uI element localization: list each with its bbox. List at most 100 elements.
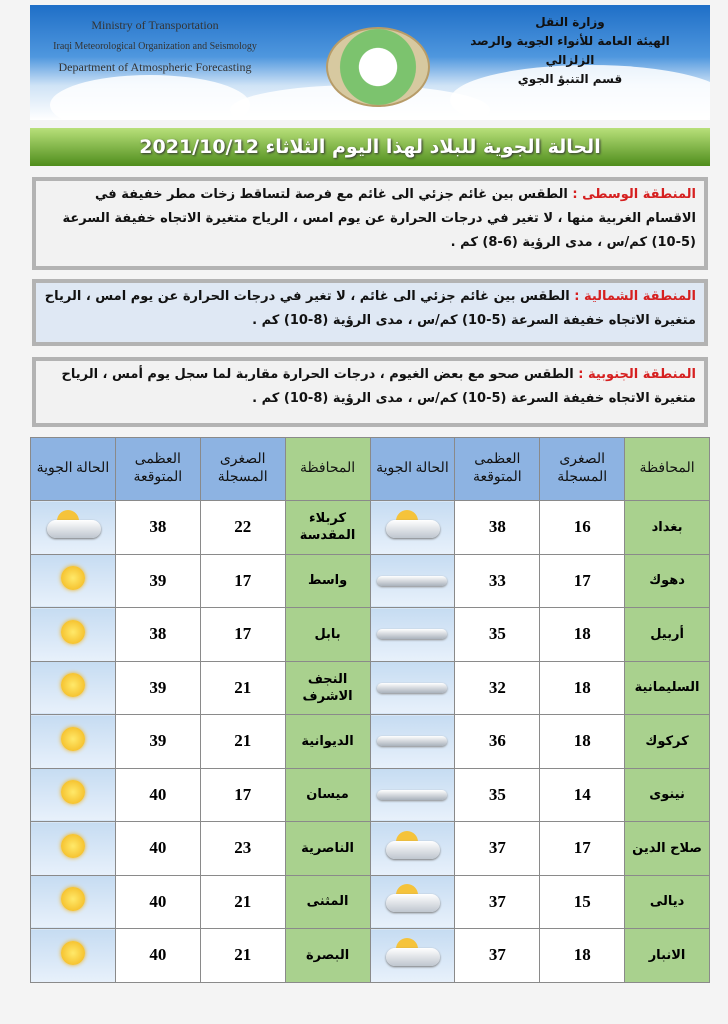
min-temp: 22 [199,500,286,555]
haze-cloud-icon [377,629,448,640]
organization-logo [326,27,430,107]
weather-condition [30,821,116,876]
min-temp: 17 [199,607,286,662]
sun-icon [60,940,85,965]
header-banner: Ministry of Transportation Iraqi Meteoro… [30,5,710,120]
province-name: بابل [284,607,371,662]
weather-condition [30,714,116,769]
weather-condition [30,660,116,715]
province-name: الديوانية [284,714,371,769]
weather-condition [369,714,456,769]
province-name: المثنى [284,874,371,929]
weather-condition [30,553,116,608]
max-temp: 40 [114,821,201,876]
column-header: العظمى المتوقعة [114,437,201,501]
min-temp: 17 [199,767,286,822]
province-name: صلاح الدين [624,821,710,876]
region-label: المنطقة الشمالية : [574,289,696,304]
min-temp: 18 [539,714,626,769]
province-name: دهوك [624,553,710,608]
sun-icon [60,833,85,858]
province-name: ديالى [624,874,710,929]
table-row: ديالى 15 37 المثنى 21 40 [30,874,710,929]
max-temp: 40 [114,928,201,983]
max-temp: 35 [454,767,541,822]
min-temp: 18 [539,607,626,662]
max-temp: 40 [114,767,201,822]
max-temp: 38 [454,500,541,555]
weather-condition [369,821,456,876]
region-label: المنطقة الوسطى : [572,187,696,202]
organization-name-ar: الهيئة العامة للأنواء الجوية والرصد الزل… [470,34,670,67]
column-header: المحافظة [284,437,371,501]
partly-cloudy-icon [382,508,442,542]
page-title: الحالة الجوية للبلاد لهذا اليوم الثلاثاء… [30,128,710,166]
column-header: المحافظة [624,437,710,501]
column-header: الحالة الجوية [369,437,456,501]
sun-icon [60,566,85,591]
max-temp: 37 [454,821,541,876]
column-header: الصغرى المسجلة [199,437,286,501]
province-name: الناصرية [284,821,371,876]
table-row: نينوى 14 35 ميسان 17 40 [30,767,710,822]
max-temp: 40 [114,874,201,929]
haze-cloud-icon [377,682,448,693]
province-name: أربيل [624,607,710,662]
max-temp: 39 [114,553,201,608]
province-name: واسط [284,553,371,608]
region-north: المنطقة الشمالية : الطقس بين غائم جزئي ا… [32,279,708,346]
min-temp: 17 [539,553,626,608]
weather-condition [30,607,116,662]
min-temp: 17 [539,821,626,876]
min-temp: 17 [199,553,286,608]
region-text: الطقس بين غائم جزئي الى غائم ، لا تغير ف… [44,289,696,328]
max-temp: 38 [114,500,201,555]
weather-condition [369,500,456,555]
partly-cloudy-icon [382,829,442,863]
ministry-name-ar: وزارة النقل [535,15,605,29]
table-row: السليمانية 18 32 النجف الاشرف 21 39 [30,660,710,715]
table-row: أربيل 18 35 بابل 17 38 [30,607,710,662]
ministry-name: Ministry of Transportation [91,18,219,32]
min-temp: 21 [199,874,286,929]
weather-condition [30,767,116,822]
min-temp: 14 [539,767,626,822]
min-temp: 18 [539,660,626,715]
sun-icon [60,673,85,698]
min-temp: 23 [199,821,286,876]
max-temp: 32 [454,660,541,715]
english-org-name: Ministry of Transportation Iraqi Meteoro… [30,15,280,78]
max-temp: 37 [454,928,541,983]
haze-cloud-icon [377,736,448,747]
max-temp: 35 [454,607,541,662]
sun-icon [60,726,85,751]
weather-condition [30,500,116,555]
table-row: صلاح الدين 17 37 الناصرية 23 40 [30,821,710,876]
weather-condition [369,928,456,983]
department-name: Department of Atmospheric Forecasting [58,60,252,74]
column-header: الصغرى المسجلة [539,437,626,501]
province-name: بغداد [624,500,710,555]
max-temp: 39 [114,660,201,715]
min-temp: 18 [539,928,626,983]
partly-cloudy-icon [43,508,103,542]
min-temp: 15 [539,874,626,929]
column-header: الحالة الجوية [30,437,116,501]
min-temp: 21 [199,928,286,983]
region-text: الطقس بين غائم جزئي الى غائم مع فرصة لتس… [62,187,696,250]
province-name: النجف الاشرف [284,660,371,715]
sun-icon [60,780,85,805]
max-temp: 37 [454,874,541,929]
min-temp: 21 [199,714,286,769]
province-name: ميسان [284,767,371,822]
organization-name: Iraqi Meteorological Organization and Se… [53,41,257,52]
region-south: المنطقة الجنوبية : الطقس صحو مع بعض الغي… [32,357,708,427]
column-header: العظمى المتوقعة [454,437,541,501]
weather-condition [369,767,456,822]
weather-condition [369,553,456,608]
region-text: الطقس صحو مع بعض الغيوم ، درجات الحرارة … [61,367,696,406]
haze-cloud-icon [377,789,448,800]
max-temp: 36 [454,714,541,769]
arabic-org-name: وزارة النقل الهيئة العامة للأنواء الجوية… [455,13,685,89]
sun-icon [60,887,85,912]
